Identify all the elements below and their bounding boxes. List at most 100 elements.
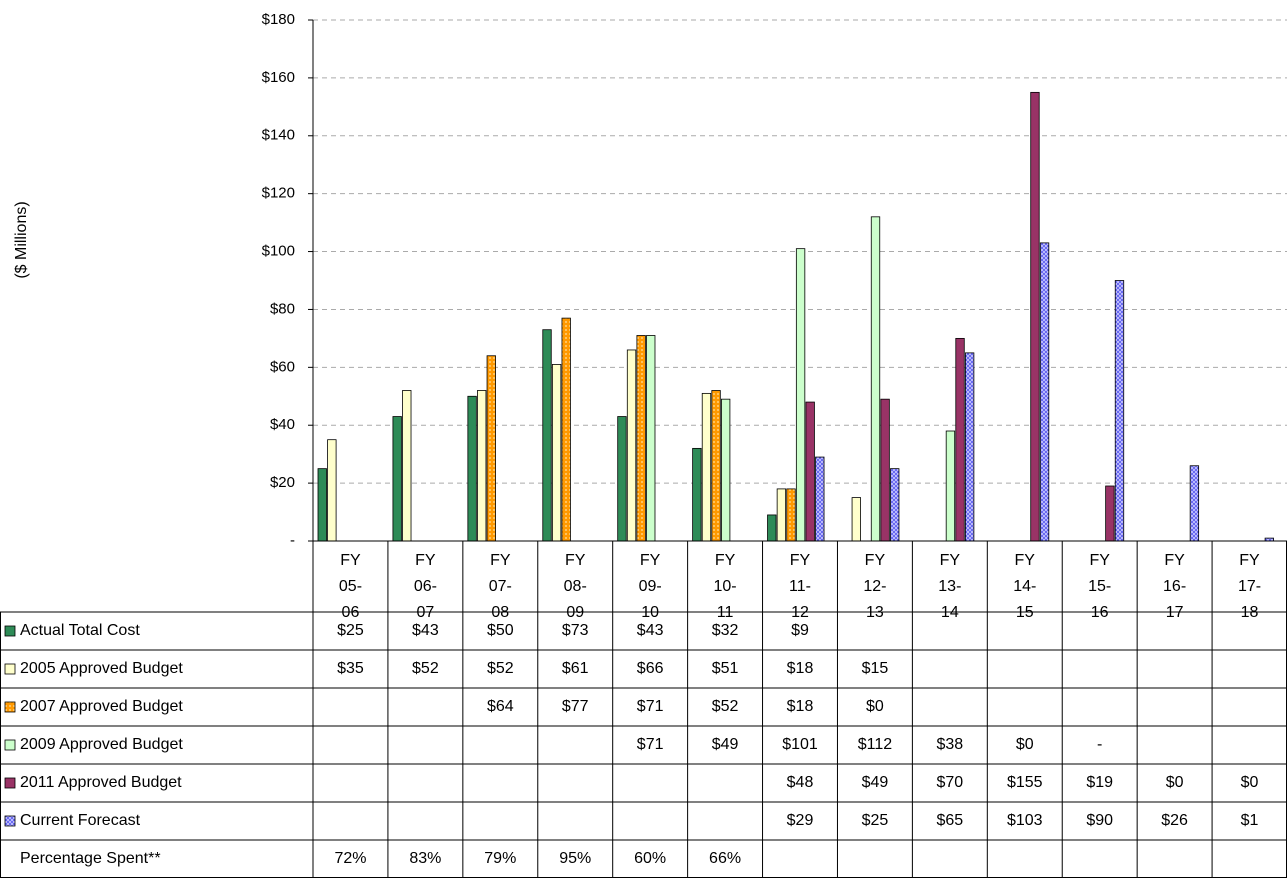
category-text: FY 17-18 — [1237, 552, 1262, 621]
x-tick-label: FY 09-10 — [613, 548, 688, 626]
bar — [1105, 485, 1115, 542]
bar — [477, 390, 487, 542]
legend-swatch — [4, 739, 16, 751]
bar — [402, 390, 412, 542]
legend-label: 2007 Approved Budget — [20, 698, 183, 715]
bar — [561, 317, 571, 542]
bar — [767, 514, 777, 542]
data-label: $1 — [1241, 812, 1259, 829]
bar — [646, 335, 656, 542]
bar — [636, 335, 646, 542]
data-label: $52 — [412, 660, 439, 677]
x-tick-label: FY 10-11 — [688, 548, 763, 626]
bar — [542, 329, 552, 542]
category-text: FY 14-15 — [1013, 552, 1037, 621]
bar — [890, 468, 900, 542]
category-text: FY 07-08 — [488, 552, 512, 621]
data-label: $155 — [1007, 774, 1043, 791]
legend-label: 2005 Approved Budget — [20, 660, 183, 677]
legend-swatch — [4, 701, 16, 713]
data-label: $48 — [787, 774, 814, 791]
data-label: $70 — [936, 774, 963, 791]
legend-swatch — [4, 815, 16, 827]
x-tick-label: FY 08-09 — [538, 548, 613, 626]
data-label: $50 — [487, 622, 514, 639]
y-tick-label: $120 — [262, 185, 295, 202]
data-label: $0 — [1016, 736, 1034, 753]
data-label: $35 — [337, 660, 364, 677]
data-label: $77 — [562, 698, 589, 715]
bar — [1039, 242, 1050, 542]
category-text: FY 10-11 — [713, 552, 737, 621]
bar — [786, 488, 796, 542]
data-label: $9 — [791, 622, 809, 639]
category-text: FY 09-10 — [638, 552, 662, 621]
legend-label: Current Forecast — [20, 812, 141, 829]
data-label: $61 — [562, 660, 589, 677]
data-label: $49 — [712, 736, 739, 753]
bar — [467, 395, 477, 542]
bar — [392, 416, 402, 542]
x-tick-label: FY 07-08 — [463, 548, 538, 626]
data-label: $38 — [936, 736, 963, 753]
data-label: $73 — [562, 622, 589, 639]
data-label: $29 — [787, 812, 814, 829]
data-label: $52 — [712, 698, 739, 715]
y-tick-label: $140 — [262, 127, 295, 144]
category-text: FY 12-13 — [863, 552, 887, 621]
data-label: $19 — [1086, 774, 1113, 791]
x-tick-label: FY 13-14 — [912, 548, 987, 626]
percentage-label: 66% — [709, 850, 741, 867]
y-tick-label: $80 — [270, 300, 295, 317]
x-tick-label: FY 15-16 — [1062, 548, 1137, 626]
y-tick-label: $160 — [262, 69, 295, 86]
percentage-label: 60% — [634, 850, 666, 867]
bar — [701, 392, 712, 542]
category-text: FY 06-07 — [413, 552, 437, 621]
legend-swatch — [4, 663, 16, 675]
legend-label: 2011 Approved Budget — [20, 774, 182, 791]
data-label: $0 — [1166, 774, 1184, 791]
percentage-label: 72% — [334, 850, 366, 867]
x-tick-label: FY 14-15 — [987, 548, 1062, 626]
data-label: $65 — [936, 812, 963, 829]
bar — [1189, 465, 1200, 542]
bar — [551, 364, 562, 542]
bar — [711, 390, 721, 542]
y-tick-label: - — [290, 532, 295, 549]
x-tick-label: FY 11-12 — [763, 548, 838, 626]
bar — [880, 398, 890, 542]
bar — [805, 401, 815, 542]
category-text: FY 05-06 — [338, 552, 363, 621]
data-label: $49 — [862, 774, 889, 791]
y-tick-label: $180 — [262, 11, 295, 28]
bar — [870, 216, 881, 542]
data-label: $25 — [862, 812, 889, 829]
legend-label: 2009 Approved Budget — [20, 736, 183, 753]
category-text: FY 16-17 — [1163, 552, 1187, 621]
bar — [721, 398, 731, 542]
x-tick-label: FY 12-13 — [837, 548, 912, 626]
legend-swatch — [4, 625, 16, 637]
bar — [945, 430, 956, 542]
y-axis-label: ($ Millions) — [13, 201, 30, 278]
data-label: - — [1097, 736, 1102, 753]
bar — [964, 352, 975, 542]
data-label: $26 — [1161, 812, 1188, 829]
row-label: Percentage Spent** — [20, 850, 161, 867]
bar — [851, 497, 861, 542]
data-label: $52 — [487, 660, 514, 677]
bar — [1030, 91, 1040, 542]
bar — [692, 447, 702, 542]
data-label: $90 — [1086, 812, 1113, 829]
y-tick-label: $20 — [270, 474, 295, 491]
bar — [626, 349, 637, 542]
bar — [317, 468, 327, 542]
legend-swatch — [4, 777, 16, 789]
category-text: FY 08-09 — [563, 552, 587, 621]
y-tick-label: $40 — [270, 416, 295, 433]
data-label: $32 — [712, 622, 739, 639]
data-label: $0 — [866, 698, 884, 715]
